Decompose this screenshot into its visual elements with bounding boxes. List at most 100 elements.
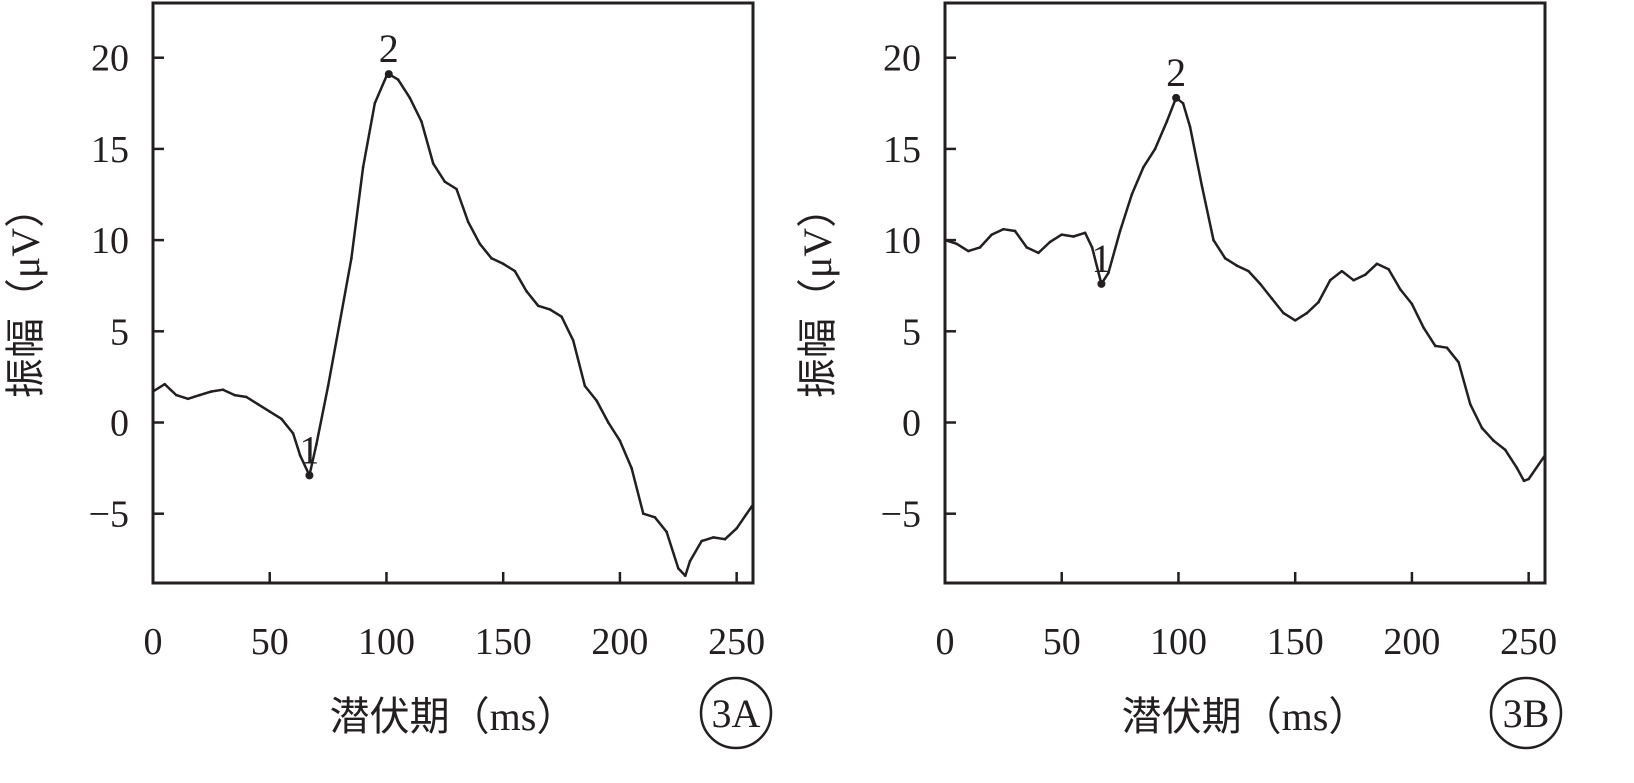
series-point [350,257,353,260]
series-point [1060,233,1064,236]
series-point [630,466,633,470]
x-tick-label: 50 [251,621,289,663]
series-point [338,320,342,324]
series-point [583,384,587,388]
series-point [1504,448,1507,452]
series-point [560,315,563,319]
series-point [1258,282,1262,286]
peak-marker [1172,93,1181,102]
series-point [1200,184,1204,187]
series-point [1305,311,1309,315]
series-point [712,536,715,539]
x-tick-label: 100 [1150,621,1207,663]
y-axis-title: 振幅（μV） [795,188,840,398]
plot-frame [943,1,1547,585]
series-point [967,249,970,253]
x-tick-label: 0 [936,621,955,663]
series-point [1468,402,1472,406]
series-point [700,539,703,543]
series-point [653,516,657,519]
series-point [1410,302,1414,306]
series-point [525,289,528,293]
series-point [1072,235,1075,238]
y-tick-label: −5 [89,494,129,536]
x-tick-label: 50 [1043,621,1081,663]
series-point [1543,454,1547,457]
series-point [315,443,318,446]
panel-badge-circle [1489,676,1563,750]
series-point [536,304,540,308]
series-point [1090,246,1094,249]
series-point [1340,269,1344,273]
y-tick-label: 0 [902,402,921,444]
series-point [1165,120,1169,123]
series-point [1433,344,1437,348]
series-point [1317,300,1320,304]
series-point [233,393,237,397]
series-point [431,162,435,165]
series-point [1235,264,1239,267]
y-axis-title: 振幅（μV） [3,188,48,398]
series-point [408,96,412,100]
peak-label: 2 [1166,50,1186,95]
series-point [1118,229,1122,233]
x-tick-label: 200 [1383,621,1440,663]
series-point [735,526,738,530]
peak-marker [305,471,314,480]
series-point [955,242,958,246]
series-point [1025,246,1029,249]
series-point [1223,257,1227,260]
series-point [1352,278,1355,282]
x-tick-label: 250 [708,621,765,663]
y-tick-label: 0 [110,402,129,444]
series-point [1107,271,1110,275]
x-tick-label: 200 [591,621,648,663]
series-point [373,102,377,105]
y-tick-label: 5 [902,311,921,353]
x-axis-title: 潜伏期（ms） [1122,694,1369,739]
series-point [676,567,680,570]
series-point [396,78,400,81]
series-point [1181,102,1185,105]
series-point [978,246,982,249]
peak-label: 1 [1091,236,1111,281]
series-point [420,120,423,123]
series-point [1457,361,1460,364]
series-point [1445,346,1449,350]
peak-label: 1 [299,427,319,472]
series-point [326,384,330,388]
x-tick-label: 150 [475,621,532,663]
series-point [1293,319,1297,322]
x-tick-label: 250 [1500,621,1557,663]
series-point [943,238,947,242]
y-tick-label: 10 [883,220,921,262]
series-point [490,257,493,260]
series-point [1387,267,1390,271]
series-point [291,432,295,435]
series-point [1398,288,1402,291]
series-point [1048,240,1052,244]
peak-marker [384,70,393,79]
series-point [361,165,365,169]
x-tick-label: 150 [1267,621,1324,663]
series-point [723,537,727,541]
series-point [298,454,302,457]
series-point [1002,227,1005,231]
series-point [513,269,517,273]
series-point [1130,193,1134,196]
series-point [1522,479,1526,483]
peak-marker [1097,279,1106,288]
series-point [1013,229,1017,233]
peak-label: 2 [379,26,399,71]
series-point [268,410,272,413]
series-point [245,395,248,399]
series-line [152,72,755,577]
series-point [175,393,178,397]
series-point [1492,439,1495,443]
series-point [606,421,610,424]
series-point [455,187,458,191]
y-tick-label: 15 [91,129,129,171]
series-point [443,180,447,184]
x-tick-label: 100 [358,621,415,663]
